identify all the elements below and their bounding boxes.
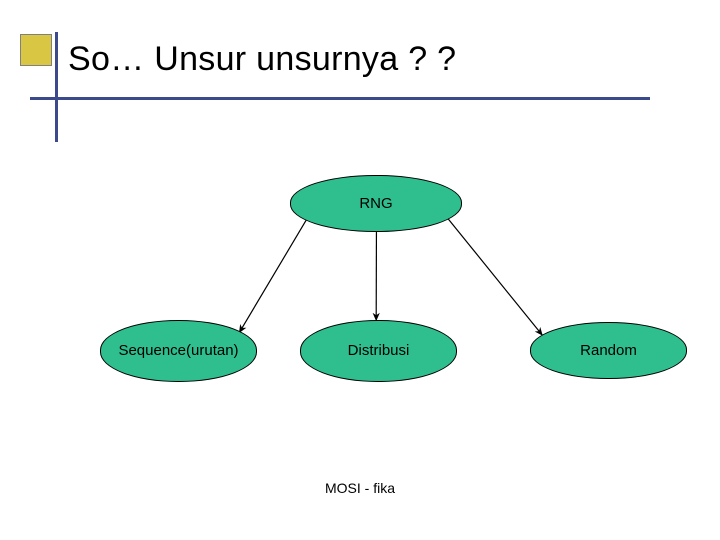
diagram-edges	[0, 0, 720, 540]
title-underline	[30, 97, 650, 100]
slide-title: So… Unsur unsurnya ? ?	[68, 40, 456, 79]
edge-root-rand	[447, 217, 542, 335]
ornament-vertical-line	[55, 32, 58, 142]
slide-footer: MOSI - fika	[0, 480, 720, 496]
node-seq: Sequence(urutan)	[100, 320, 257, 382]
node-rand: Random	[530, 322, 687, 379]
edge-root-seq	[240, 219, 307, 332]
node-dist: Distribusi	[300, 320, 457, 382]
node-root: RNG	[290, 175, 462, 232]
ornament-square	[20, 34, 52, 66]
